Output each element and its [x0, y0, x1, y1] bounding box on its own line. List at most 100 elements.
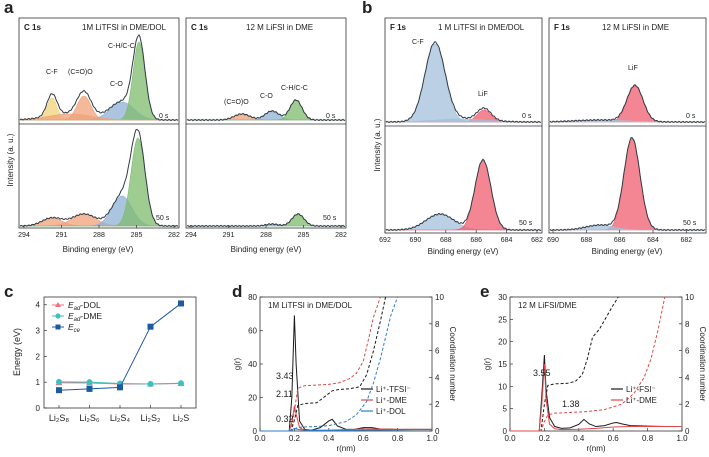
- b-left-ticklabel-2: 688: [440, 237, 452, 244]
- panel-a-left-title: 1M LiTFSI in DME/DOL: [82, 23, 167, 32]
- c-point-2-4: [178, 300, 184, 307]
- panel-a-xlabel-right: Binding energy (eV): [231, 245, 302, 254]
- e-yticklabel-0: 0: [503, 427, 508, 436]
- c-yticklabel-0: 0: [36, 404, 41, 413]
- e-yticklabel-right-5: 10: [685, 293, 694, 302]
- panel-a-left-element: C 1s: [24, 23, 41, 32]
- b-left-ticklabel-4: 684: [501, 237, 513, 244]
- peak-label-chch: C-H/C-C: [108, 43, 135, 50]
- d-xticklabel-1: 0.2: [289, 434, 301, 443]
- c-xticklabel-0: Li₂S₈: [49, 413, 70, 423]
- e-xticklabel-3: 0.6: [608, 434, 620, 443]
- panel-d-frame: [259, 296, 433, 432]
- panel-b-x-ticks: 692 690 688 686 684 682 690 688 686 684 682: [379, 230, 692, 244]
- c-point-2-0: [56, 387, 62, 394]
- a-right-ticklabel-3: 285: [298, 232, 310, 239]
- peak-label-b-lif-right: LiF: [628, 65, 638, 72]
- panel-b-xlabel-right: Binding energy (eV): [592, 247, 663, 256]
- e-ylabel: g(r): [483, 357, 492, 370]
- e-yticklabel-2: 10: [498, 382, 507, 391]
- panel-b-right-element: F 1s: [554, 23, 571, 32]
- d-xticklabel-5: 1.0: [426, 434, 438, 443]
- b-left-bottom-envelope: [385, 158, 541, 232]
- e-yticklabel-right-0: 0: [685, 427, 690, 436]
- e-yticklabel-right-4: 8: [685, 320, 690, 329]
- panel-b-xlabel-left: Binding energy (eV): [428, 247, 499, 256]
- e-cn-line-0: [510, 296, 619, 432]
- c-legend-marker-0: [55, 302, 61, 307]
- e-yticklabel-right-1: 2: [685, 400, 690, 409]
- d-yticklabel-right-0: 0: [435, 427, 440, 436]
- e-yticklabel-1: 5: [503, 405, 508, 414]
- e-xticklabel-0: 0.0: [504, 434, 516, 443]
- c-legend-label-2: Ece: [68, 322, 81, 334]
- panel-a-left-peaks: [19, 34, 179, 228]
- b-right-ticklabel-0: 690: [547, 237, 559, 244]
- panel-a-right-element: C 1s: [191, 23, 208, 32]
- panel-b-right-title: 12 M LiFSI in DME: [602, 23, 669, 32]
- d-xticklabel-4: 0.8: [392, 434, 404, 443]
- d-gr-line-2: [260, 427, 432, 432]
- panel-b-left-title: 1 M LiTFSI in DME/DOL: [438, 23, 525, 32]
- a-left-ticklabel-2: 288: [93, 232, 105, 239]
- e-yticklabel-right-2: 4: [685, 373, 690, 382]
- panel-c-frame: [43, 296, 197, 409]
- e-inset-title: 12 M LiFSI/DME: [518, 301, 577, 310]
- peak-label-chch-right: C-H/C-C: [281, 85, 308, 92]
- panel-a-left-time-top: 0 s: [159, 113, 169, 120]
- b-left-ticklabel-0: 692: [379, 237, 391, 244]
- e-xticklabel-2: 0.4: [573, 434, 585, 443]
- panel-a-right-frame: [185, 17, 347, 229]
- panel-a-right-time-top: 0 s: [326, 113, 336, 120]
- peak-label-coo: (C=O)O: [68, 69, 93, 76]
- d-yticklabel-0: 0: [253, 427, 258, 436]
- panel-c: c 0 1 2 3 4 Li₂S₈ Li₂S₆ Li₂S₄ Li₂S₂ Li₂S Energy (e…: [4, 282, 197, 423]
- d-yticklabel-right-4: 8: [435, 320, 440, 329]
- c-point-1-0: [56, 378, 62, 385]
- b-right-ticklabel-4: 682: [680, 237, 692, 244]
- d-yticklabel-right-3: 6: [435, 347, 440, 356]
- peak-label-coo-right: (C=O)O: [224, 99, 249, 106]
- b-right-ticklabel-3: 684: [647, 237, 659, 244]
- a-right-top-peak-1: [187, 110, 345, 121]
- c-legend-label-0: Ead-DOL: [68, 300, 101, 312]
- panel-b-right-time-bottom: 50 s: [683, 220, 697, 227]
- c-legend-label-1: Ead-DME: [68, 311, 102, 323]
- e-yticklabel-right-3: 6: [685, 347, 690, 356]
- d-xlabel: r(nm): [336, 444, 355, 453]
- panel-b-right-time-top: 0 s: [686, 113, 696, 120]
- b-left-ticklabel-1: 690: [410, 237, 422, 244]
- c-point-1-3: [147, 380, 154, 387]
- b-right-ticklabel-2: 686: [614, 237, 626, 244]
- panel-a-xlabel-left: Binding energy (eV): [63, 245, 134, 254]
- e-gr-line-0: [510, 355, 682, 432]
- panel-a-x-ticks: 294 291 288 285 282 294 291 288 285 282: [18, 225, 347, 239]
- c-point-1-1: [86, 379, 93, 386]
- panel-letter-b: b: [362, 0, 372, 17]
- a-left-top-peak-3: [20, 41, 178, 121]
- a-left-ticklabel-4: 282: [168, 232, 180, 239]
- b-right-top-peak-0: [550, 85, 705, 123]
- a-left-bottom-peak-3: [20, 137, 178, 227]
- d-annotation-0: 3.43: [276, 371, 294, 381]
- d-yticklabel-right-5: 10: [435, 293, 444, 302]
- panel-b-left-time-bottom: 50 s: [519, 220, 533, 227]
- a-left-top-envelope: [19, 34, 179, 122]
- e-yticklabel-3: 15: [498, 360, 507, 369]
- a-left-ticklabel-1: 291: [56, 232, 68, 239]
- a-left-top-peak-4: [19, 113, 178, 121]
- peak-label-co: C-O: [110, 81, 123, 88]
- panel-a-ylabel: Intensity (a. u.): [6, 133, 15, 186]
- panel-a-right-peaks: [186, 99, 346, 228]
- d-yticklabel-3: 60: [248, 327, 257, 336]
- c-xticklabel-1: Li₂S₆: [79, 413, 100, 423]
- c-yticklabel-2: 2: [36, 352, 41, 361]
- panel-b-left-frame: [384, 17, 543, 234]
- a-right-ticklabel-0: 294: [185, 232, 197, 239]
- b-right-bottom-envelope: [549, 137, 706, 232]
- panel-letter-e: e: [480, 282, 489, 301]
- e-yticklabel-6: 30: [498, 293, 507, 302]
- b-left-top-envelope: [385, 40, 542, 124]
- d-cn-line-1: [260, 296, 381, 432]
